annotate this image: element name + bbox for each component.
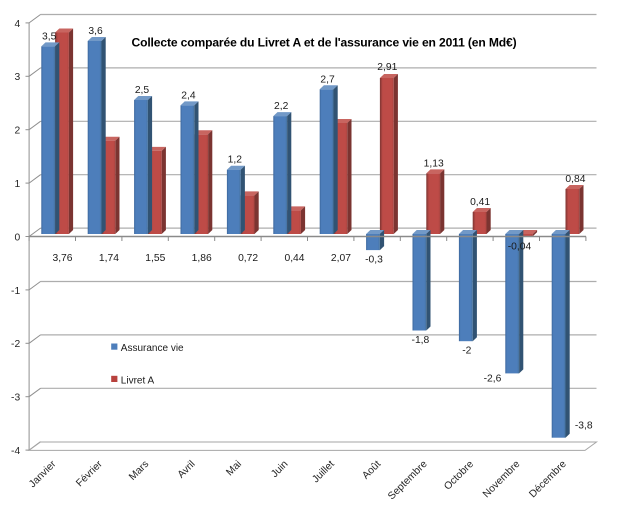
svg-text:1,74: 1,74 bbox=[99, 253, 119, 264]
svg-text:3: 3 bbox=[14, 72, 20, 83]
svg-text:2,91: 2,91 bbox=[377, 62, 397, 73]
svg-text:0,41: 0,41 bbox=[470, 197, 490, 208]
svg-text:-3,8: -3,8 bbox=[575, 420, 593, 431]
svg-text:-0,04: -0,04 bbox=[508, 242, 532, 253]
svg-text:2,07: 2,07 bbox=[331, 253, 351, 264]
svg-text:-2: -2 bbox=[462, 346, 471, 357]
svg-text:-4: -4 bbox=[11, 446, 20, 457]
svg-text:Assurance vie: Assurance vie bbox=[121, 343, 184, 354]
svg-text:-1: -1 bbox=[11, 286, 20, 297]
svg-text:1,55: 1,55 bbox=[145, 253, 165, 264]
svg-text:2,4: 2,4 bbox=[181, 90, 196, 101]
svg-text:Collecte comparée du Livret A: Collecte comparée du Livret A et de l'as… bbox=[132, 36, 517, 50]
svg-text:1,2: 1,2 bbox=[228, 155, 243, 166]
svg-text:0,72: 0,72 bbox=[238, 253, 258, 264]
svg-text:-3: -3 bbox=[11, 393, 20, 404]
svg-text:2: 2 bbox=[14, 126, 20, 137]
svg-text:-0,3: -0,3 bbox=[365, 255, 383, 266]
svg-text:1,86: 1,86 bbox=[192, 253, 212, 264]
svg-text:3,76: 3,76 bbox=[52, 253, 72, 264]
svg-text:4: 4 bbox=[14, 19, 20, 30]
svg-text:2,7: 2,7 bbox=[320, 74, 335, 85]
svg-text:1,13: 1,13 bbox=[424, 158, 444, 169]
svg-text:1: 1 bbox=[14, 179, 20, 190]
svg-text:3,6: 3,6 bbox=[88, 26, 103, 37]
svg-text:-2: -2 bbox=[11, 339, 20, 350]
svg-text:3,5: 3,5 bbox=[42, 31, 57, 42]
svg-text:0,44: 0,44 bbox=[284, 253, 304, 264]
svg-text:0: 0 bbox=[14, 232, 20, 243]
svg-text:-1,8: -1,8 bbox=[412, 335, 430, 346]
svg-text:2,2: 2,2 bbox=[274, 101, 289, 112]
svg-text:-2,6: -2,6 bbox=[484, 374, 502, 385]
svg-text:0,84: 0,84 bbox=[565, 174, 585, 185]
svg-text:Livret A: Livret A bbox=[121, 375, 155, 386]
svg-text:2,5: 2,5 bbox=[135, 85, 150, 96]
